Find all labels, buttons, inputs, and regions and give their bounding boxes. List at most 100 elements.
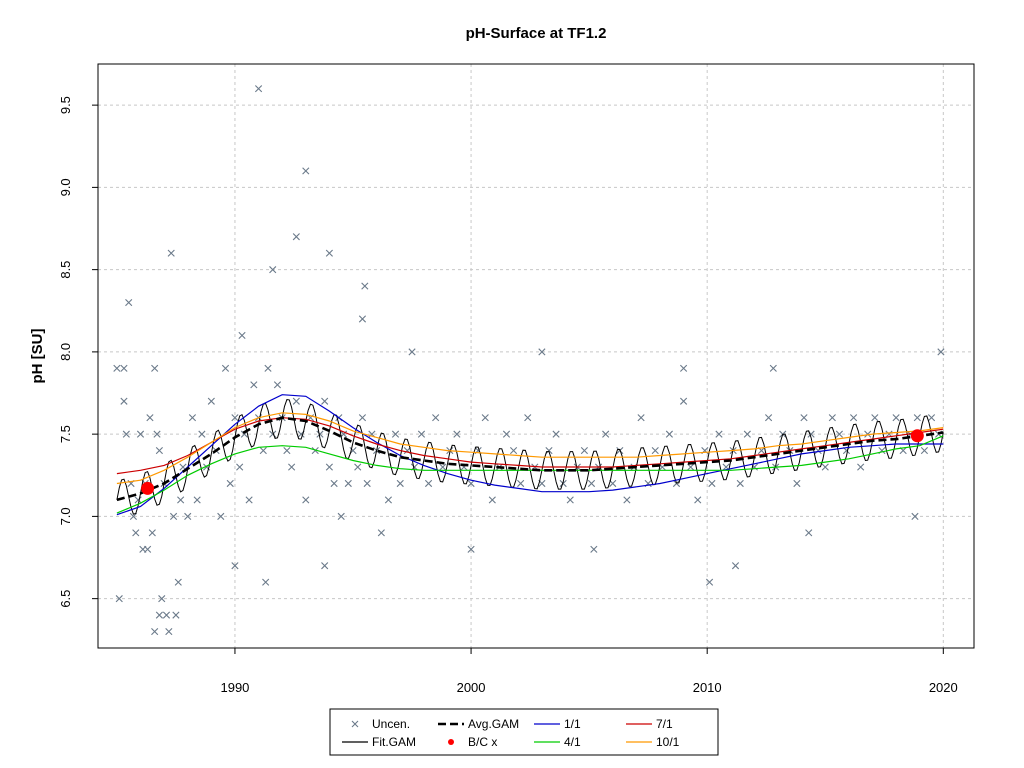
data-point <box>155 611 163 619</box>
data-point <box>177 496 185 504</box>
x-tick-label: 2020 <box>929 680 958 695</box>
data-point <box>188 414 197 422</box>
legend-box <box>329 708 719 756</box>
series-line-10-1 <box>116 412 944 485</box>
data-point <box>269 266 277 274</box>
avg-gam-line <box>116 416 944 502</box>
data-point <box>396 479 404 488</box>
data-point <box>151 627 159 636</box>
data-point <box>358 414 367 422</box>
data-point <box>871 414 879 422</box>
data-point <box>151 364 159 372</box>
data-point <box>590 545 598 553</box>
data-point <box>143 545 152 553</box>
data-point <box>602 430 610 438</box>
legend-label: Fit.GAM <box>372 735 416 749</box>
x-tick-label: 1990 <box>220 680 249 695</box>
data-point <box>174 578 182 586</box>
data-point <box>651 447 659 455</box>
data-point <box>488 496 496 504</box>
data-point <box>250 381 258 389</box>
y-tick-label: 8.0 <box>58 343 73 361</box>
data-point <box>439 463 447 471</box>
data-point <box>687 463 695 471</box>
data-point <box>509 447 518 455</box>
data-point <box>580 447 588 455</box>
data-point <box>325 249 333 257</box>
series-line-7-1 <box>116 417 944 475</box>
data-point <box>391 430 400 438</box>
legend-label: 10/1 <box>656 735 680 749</box>
y-tick-label: 7.5 <box>58 425 73 443</box>
data-point <box>193 496 201 504</box>
legend-label: 7/1 <box>656 717 673 731</box>
data-point <box>316 430 324 438</box>
data-point <box>259 447 267 455</box>
data-point <box>361 282 369 290</box>
data-point <box>134 496 142 504</box>
data-point <box>538 348 546 356</box>
bc-point <box>910 429 924 443</box>
data-point <box>169 512 178 520</box>
data-point <box>283 447 291 455</box>
data-point <box>417 430 426 438</box>
bc-point <box>141 481 155 495</box>
data-point <box>524 414 532 422</box>
data-point <box>292 397 300 405</box>
data-point <box>231 562 239 570</box>
data-point <box>927 414 936 422</box>
data-point <box>805 529 813 537</box>
y-tick-label: 8.5 <box>58 261 73 279</box>
data-point <box>743 430 751 438</box>
data-point <box>764 414 773 422</box>
legend: Uncen. Avg.GAM 1/1 7/1 Fit.GAM B/C x 4/1 10/1 <box>329 708 719 756</box>
data-point <box>857 463 865 471</box>
data-point <box>148 529 156 537</box>
data-point <box>358 315 367 323</box>
legend-label: Avg.GAM <box>468 717 519 731</box>
data-point <box>165 627 173 636</box>
data-point <box>502 430 511 438</box>
data-point <box>363 479 371 488</box>
legend-label: 4/1 <box>564 735 581 749</box>
chart-title: pH-Surface at TF1.2 <box>466 25 607 42</box>
data-point <box>273 381 282 389</box>
data-point <box>679 397 688 405</box>
data-point <box>146 414 154 422</box>
data-point <box>715 430 723 438</box>
y-tick-label: 6.5 <box>58 590 73 608</box>
data-point <box>337 512 345 520</box>
data-point <box>892 414 900 422</box>
data-point <box>269 430 277 438</box>
data-point <box>354 463 362 471</box>
data-point <box>828 414 836 422</box>
data-point <box>254 85 263 93</box>
data-point <box>238 331 246 340</box>
data-point <box>821 463 829 471</box>
data-point <box>311 447 319 455</box>
data-point <box>384 496 393 504</box>
data-point <box>453 430 461 438</box>
legend-label: 1/1 <box>564 717 581 731</box>
legend-symbol <box>351 720 359 728</box>
plot-area <box>113 85 945 636</box>
data-point <box>120 364 128 372</box>
data-point <box>708 479 716 488</box>
data-point <box>115 595 123 603</box>
data-point <box>481 414 489 422</box>
data-point <box>637 414 645 422</box>
x-tick-label: 2000 <box>457 680 486 695</box>
data-point <box>122 430 130 438</box>
data-point <box>467 479 475 488</box>
data-point <box>262 578 270 586</box>
fit-gam-line <box>116 399 944 515</box>
data-point <box>129 512 138 520</box>
data-point <box>321 397 329 405</box>
data-point <box>221 364 230 372</box>
data-point <box>694 496 702 504</box>
data-point <box>207 397 215 405</box>
data-point <box>344 479 352 488</box>
data-point <box>793 479 801 488</box>
data-point <box>424 479 433 488</box>
